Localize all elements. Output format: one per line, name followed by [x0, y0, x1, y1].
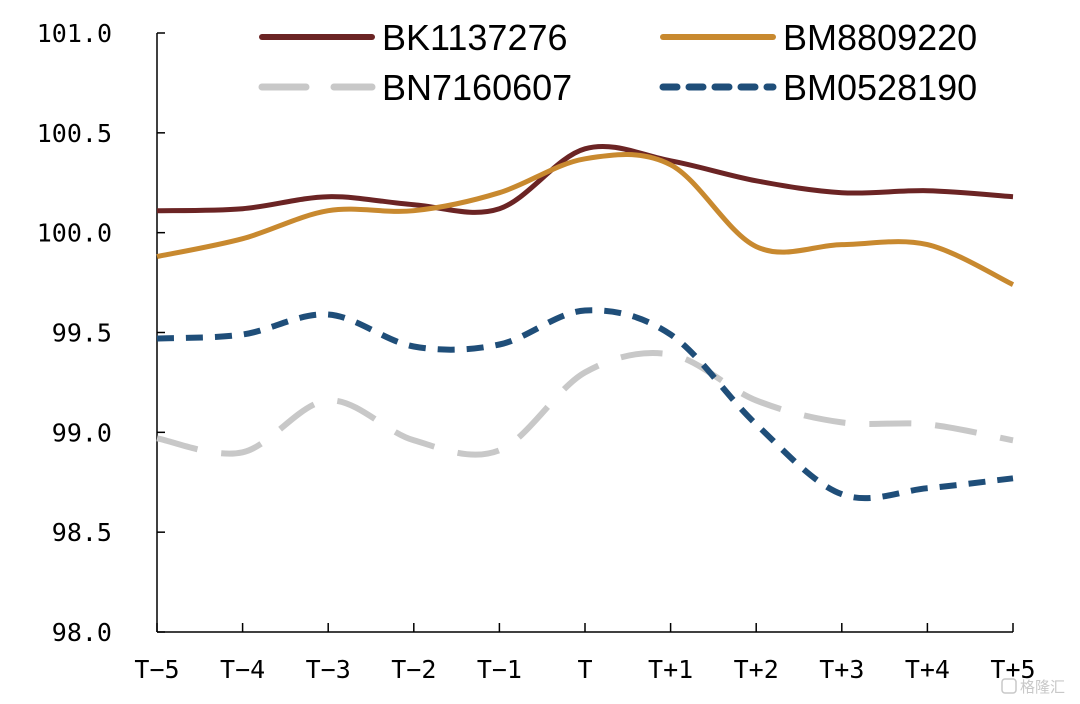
y-tick-label: 98.0	[52, 618, 112, 647]
y-tick-label: 98.5	[52, 518, 112, 547]
x-tick-label: T−2	[391, 655, 436, 684]
watermark-text: 格隆汇	[1020, 678, 1065, 696]
series-line-bn7160607	[156, 350, 1014, 458]
x-tick-label: T+4	[905, 655, 950, 684]
y-tick-label: 99.5	[52, 319, 112, 348]
legend-label: BM8809220	[783, 17, 977, 58]
x-tick-label: T−3	[306, 655, 351, 684]
y-tick-label: 100.5	[37, 119, 112, 148]
y-tick-label: 101.0	[37, 19, 112, 48]
chart-axes	[156, 33, 1013, 633]
series-lines	[156, 143, 1015, 502]
x-tick-label: T	[577, 655, 592, 684]
x-tick-label: T−5	[134, 655, 179, 684]
series-line-bm0528190	[156, 307, 1014, 502]
legend-label: BK1137276	[382, 17, 568, 58]
y-tick-label: 100.0	[37, 219, 112, 248]
x-tick-label: T−1	[477, 655, 522, 684]
y-tick-label: 99.0	[52, 418, 112, 447]
x-tick-label: T+1	[648, 655, 693, 684]
legend: BK1137276 BM8809220 BN7160607 BM0528190	[258, 17, 977, 108]
x-tick-label: T−4	[220, 655, 265, 684]
x-tick-label: T+2	[734, 655, 779, 684]
series-line-bm8809220	[156, 152, 1015, 287]
legend-label: BM0528190	[783, 67, 977, 108]
watermark-logo-icon	[1001, 678, 1017, 694]
watermark: 格隆汇	[1001, 678, 1065, 696]
series-line-bk1137276	[156, 143, 1014, 215]
y-ticks: 98.0 98.5 99.0 99.5 100.0 100.5 101.0	[37, 19, 165, 647]
x-tick-label: T+3	[819, 655, 864, 684]
legend-label: BN7160607	[382, 67, 572, 108]
